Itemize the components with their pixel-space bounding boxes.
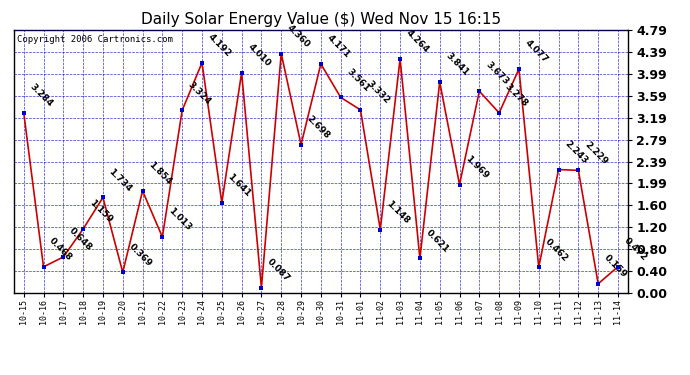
Point [137, 188, 148, 194]
Point [415, 255, 426, 261]
Point [335, 94, 346, 100]
Point [395, 56, 406, 62]
Text: 1.854: 1.854 [147, 160, 173, 187]
Text: 0.159: 0.159 [602, 253, 629, 280]
Point [276, 51, 287, 57]
Text: 3.561: 3.561 [345, 67, 371, 93]
Point [375, 226, 386, 232]
Point [97, 195, 108, 201]
Point [77, 226, 88, 232]
Title: Daily Solar Energy Value ($) Wed Nov 15 16:15: Daily Solar Energy Value ($) Wed Nov 15 … [141, 12, 501, 27]
Text: 0.468: 0.468 [48, 236, 74, 262]
Point [177, 107, 188, 113]
Text: 2.229: 2.229 [582, 140, 609, 166]
Text: 1.148: 1.148 [384, 199, 411, 225]
Point [315, 61, 326, 67]
Text: 0.472: 0.472 [622, 236, 649, 262]
Text: 4.192: 4.192 [206, 32, 233, 58]
Text: 2.698: 2.698 [305, 114, 332, 141]
Point [613, 264, 624, 270]
Point [256, 285, 267, 291]
Point [493, 110, 504, 116]
Point [533, 264, 544, 270]
Text: 0.462: 0.462 [543, 237, 569, 263]
Point [593, 281, 604, 287]
Point [513, 66, 524, 72]
Text: 1.013: 1.013 [166, 207, 193, 233]
Point [38, 264, 49, 270]
Text: 1.159: 1.159 [88, 198, 114, 225]
Point [474, 88, 485, 94]
Text: 3.841: 3.841 [444, 51, 471, 78]
Point [157, 234, 168, 240]
Point [573, 167, 584, 173]
Text: 4.010: 4.010 [246, 42, 272, 69]
Text: 1.969: 1.969 [464, 154, 491, 180]
Text: 4.264: 4.264 [404, 28, 431, 55]
Point [216, 200, 227, 206]
Text: 4.077: 4.077 [523, 38, 550, 65]
Text: 0.621: 0.621 [424, 228, 451, 254]
Point [454, 182, 465, 188]
Point [117, 269, 128, 275]
Text: 4.171: 4.171 [325, 33, 352, 60]
Text: 1.734: 1.734 [107, 167, 134, 193]
Point [295, 142, 306, 148]
Text: 3.324: 3.324 [186, 80, 213, 106]
Text: 2.243: 2.243 [563, 139, 589, 165]
Text: 0.369: 0.369 [127, 242, 153, 268]
Point [434, 79, 445, 85]
Text: 3.284: 3.284 [28, 82, 55, 108]
Text: 3.278: 3.278 [503, 82, 530, 109]
Point [236, 70, 247, 76]
Point [553, 166, 564, 172]
Point [197, 60, 208, 66]
Point [355, 107, 366, 113]
Text: 1.641: 1.641 [226, 172, 253, 198]
Text: 4.360: 4.360 [286, 23, 312, 50]
Text: 0.648: 0.648 [68, 226, 94, 253]
Text: 0.087: 0.087 [266, 257, 292, 284]
Point [58, 254, 69, 260]
Text: 3.332: 3.332 [364, 79, 391, 106]
Text: 3.673: 3.673 [484, 60, 510, 87]
Text: Copyright 2006 Cartronics.com: Copyright 2006 Cartronics.com [17, 35, 172, 44]
Point [18, 110, 29, 116]
